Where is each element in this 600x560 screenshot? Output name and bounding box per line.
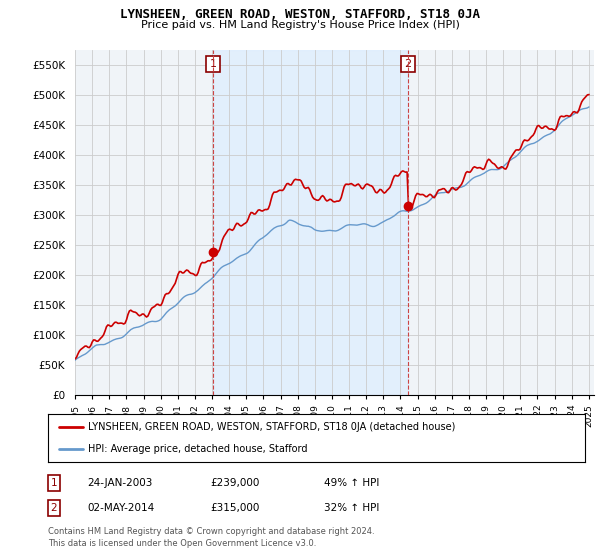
- Text: 2: 2: [404, 59, 411, 69]
- Text: 49% ↑ HPI: 49% ↑ HPI: [324, 478, 379, 488]
- Text: £239,000: £239,000: [210, 478, 259, 488]
- Text: Contains HM Land Registry data © Crown copyright and database right 2024.: Contains HM Land Registry data © Crown c…: [48, 527, 374, 536]
- Text: HPI: Average price, detached house, Stafford: HPI: Average price, detached house, Staf…: [88, 444, 308, 454]
- Bar: [213, 50, 407, 395]
- Text: Price paid vs. HM Land Registry's House Price Index (HPI): Price paid vs. HM Land Registry's House …: [140, 20, 460, 30]
- Text: LYNSHEEN, GREEN ROAD, WESTON, STAFFORD, ST18 0JA (detached house): LYNSHEEN, GREEN ROAD, WESTON, STAFFORD, …: [88, 422, 455, 432]
- Text: 2: 2: [50, 503, 58, 513]
- Text: This data is licensed under the Open Government Licence v3.0.: This data is licensed under the Open Gov…: [48, 539, 316, 548]
- Text: 1: 1: [210, 59, 217, 69]
- Text: 24-JAN-2003: 24-JAN-2003: [87, 478, 152, 488]
- Text: 32% ↑ HPI: 32% ↑ HPI: [324, 503, 379, 513]
- Text: 1: 1: [50, 478, 58, 488]
- Text: LYNSHEEN, GREEN ROAD, WESTON, STAFFORD, ST18 0JA: LYNSHEEN, GREEN ROAD, WESTON, STAFFORD, …: [120, 8, 480, 21]
- Text: 02-MAY-2014: 02-MAY-2014: [87, 503, 154, 513]
- Text: £315,000: £315,000: [210, 503, 259, 513]
